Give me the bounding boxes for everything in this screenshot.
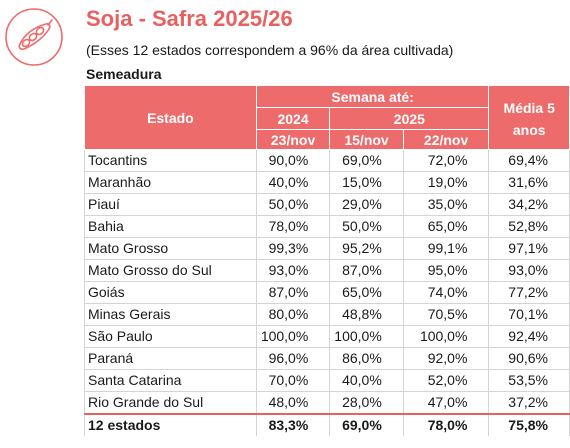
cell-value: 70,5% (402, 303, 490, 326)
table-row: Goiás 87,0% 65,0% 74,0% 77,2% (84, 281, 570, 304)
cell-value: 70,0% (255, 369, 331, 392)
cell-value: 48,8% (329, 303, 404, 326)
cell-estado: 12 estados (84, 413, 257, 436)
cell-value: 99,1% (402, 237, 490, 260)
cell-value: 35,0% (402, 193, 490, 216)
cell-value: 78,0% (255, 215, 331, 238)
header-estado: Estado (84, 85, 257, 150)
cell-value: 83,3% (255, 413, 331, 436)
cell-value: 78,0% (402, 413, 490, 436)
header-date-2: 15/nov (329, 129, 404, 150)
cell-estado: Mato Grosso (84, 237, 257, 260)
cell-media: 52,8% (488, 215, 570, 238)
header-year-2024: 2024 (255, 107, 331, 130)
cell-media: 69,4% (488, 149, 570, 172)
cell-value: 92,0% (402, 347, 490, 370)
cell-estado: Tocantins (84, 149, 257, 172)
cell-value: 100,0% (402, 325, 490, 348)
table-row: Bahia 78,0% 50,0% 65,0% 52,8% (84, 215, 570, 238)
cell-value: 100,0% (329, 325, 404, 348)
cell-value: 29,0% (329, 193, 404, 216)
cell-value: 28,0% (329, 391, 404, 415)
header-date-1: 23/nov (255, 129, 331, 150)
cell-value: 95,2% (329, 237, 404, 260)
table-row: Mato Grosso do Sul 93,0% 87,0% 95,0% 93,0% (84, 259, 570, 282)
cell-value: 47,0% (402, 391, 490, 415)
section-title: Semeadura (86, 66, 162, 82)
cell-value: 15,0% (329, 171, 404, 194)
cell-estado: São Paulo (84, 325, 257, 348)
page-subtitle: (Esses 12 estados correspondem a 96% da … (86, 42, 454, 58)
cell-value: 69,0% (329, 413, 404, 436)
cell-media: 77,2% (488, 281, 570, 304)
table-row: Rio Grande do Sul 48,0% 28,0% 47,0% 37,2% (84, 391, 570, 415)
cell-value: 72,0% (402, 149, 490, 172)
planting-progress-table: Estado Semana até: Média 5 anos 2024 202… (84, 85, 570, 436)
header-date-3: 22/nov (402, 129, 490, 150)
cell-media: 97,1% (488, 237, 570, 260)
cell-estado: Mato Grosso do Sul (84, 259, 257, 282)
cell-value: 50,0% (329, 215, 404, 238)
cell-value: 40,0% (255, 171, 331, 194)
table-row: Minas Gerais 80,0% 48,8% 70,5% 70,1% (84, 303, 570, 326)
table-row: Paraná 96,0% 86,0% 92,0% 90,6% (84, 347, 570, 370)
cell-value: 96,0% (255, 347, 331, 370)
table-total-row: 12 estados 83,3% 69,0% 78,0% 75,8% (84, 413, 570, 436)
table-row: Piauí 50,0% 29,0% 35,0% 34,2% (84, 193, 570, 216)
cell-value: 65,0% (402, 215, 490, 238)
soybean-pod-icon (5, 8, 63, 66)
table-row: São Paulo 100,0% 100,0% 100,0% 92,4% (84, 325, 570, 348)
cell-media: 90,6% (488, 347, 570, 370)
cell-estado: Bahia (84, 215, 257, 238)
cell-value: 48,0% (255, 391, 331, 415)
cell-media: 53,5% (488, 369, 570, 392)
table-row: Maranhão 40,0% 15,0% 19,0% 31,6% (84, 171, 570, 194)
cell-value: 99,3% (255, 237, 331, 260)
cell-value: 86,0% (329, 347, 404, 370)
cell-value: 93,0% (255, 259, 331, 282)
cell-estado: Santa Catarina (84, 369, 257, 392)
cell-media: 34,2% (488, 193, 570, 216)
cell-value: 90,0% (255, 149, 331, 172)
cell-estado: Paraná (84, 347, 257, 370)
cell-value: 80,0% (255, 303, 331, 326)
table-row: Tocantins 90,0% 69,0% 72,0% 69,4% (84, 149, 570, 172)
cell-media: 37,2% (488, 391, 570, 415)
header-year-2025: 2025 (329, 107, 490, 130)
table-row: Mato Grosso 99,3% 95,2% 99,1% 97,1% (84, 237, 570, 260)
cell-media: 31,6% (488, 171, 570, 194)
cell-value: 40,0% (329, 369, 404, 392)
cell-media: 70,1% (488, 303, 570, 326)
cell-value: 100,0% (255, 325, 331, 348)
cell-estado: Minas Gerais (84, 303, 257, 326)
cell-media: 92,4% (488, 325, 570, 348)
cell-value: 87,0% (329, 259, 404, 282)
cell-value: 19,0% (402, 171, 490, 194)
page-title: Soja - Safra 2025/26 (86, 6, 293, 31)
cell-value: 95,0% (402, 259, 490, 282)
cell-estado: Maranhão (84, 171, 257, 194)
cell-value: 52,0% (402, 369, 490, 392)
table-row: Santa Catarina 70,0% 40,0% 52,0% 53,5% (84, 369, 570, 392)
cell-media: 75,8% (488, 413, 570, 436)
header-media: Média 5 anos (488, 85, 570, 150)
cell-value: 69,0% (329, 149, 404, 172)
cell-value: 50,0% (255, 193, 331, 216)
header-semana: Semana até: (255, 85, 490, 108)
cell-value: 74,0% (402, 281, 490, 304)
cell-estado: Rio Grande do Sul (84, 391, 257, 415)
cell-estado: Piauí (84, 193, 257, 216)
cell-estado: Goiás (84, 281, 257, 304)
cell-media: 93,0% (488, 259, 570, 282)
cell-value: 65,0% (329, 281, 404, 304)
cell-value: 87,0% (255, 281, 331, 304)
